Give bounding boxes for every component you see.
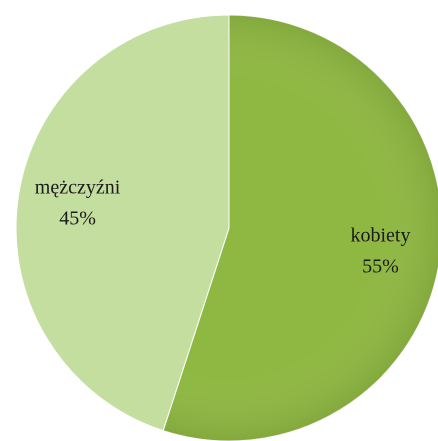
slice-label: mężczyźni <box>35 177 121 199</box>
pie-slice <box>15 14 230 432</box>
slice-label: kobiety <box>350 225 410 247</box>
value-label: 45% <box>59 208 96 230</box>
value-label: 55% <box>362 256 399 278</box>
